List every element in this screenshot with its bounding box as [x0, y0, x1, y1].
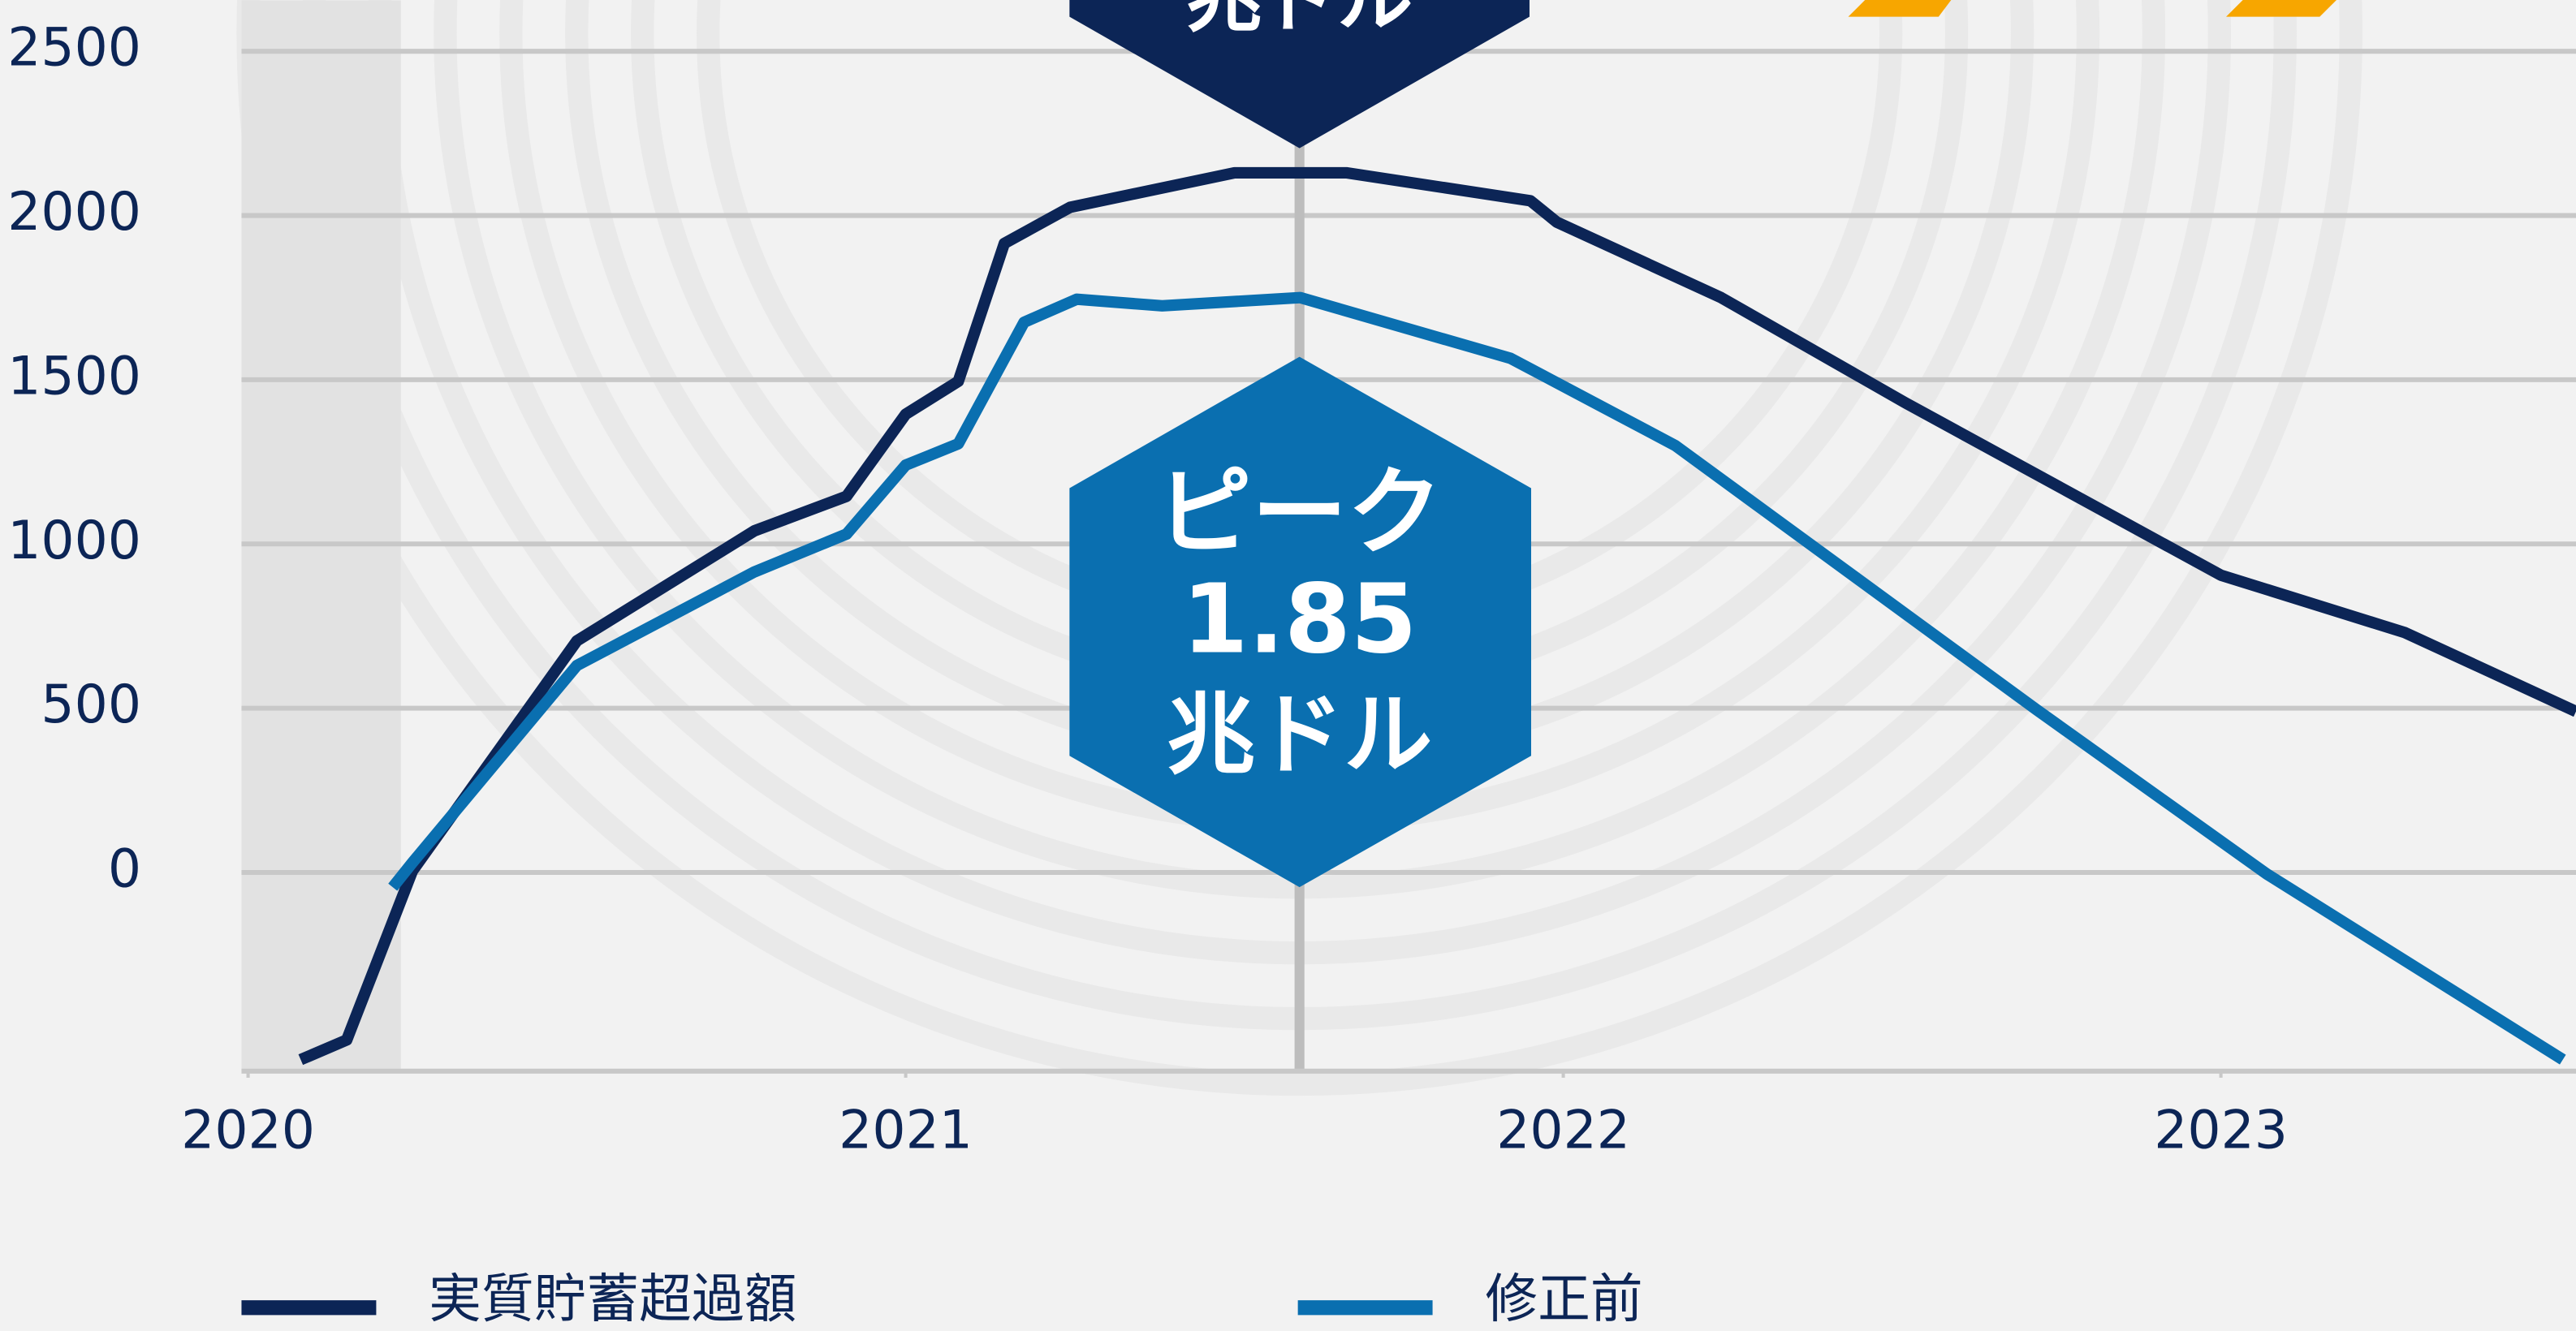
y-tick-label: 0	[108, 839, 141, 900]
y-tick-label: 2500	[7, 18, 141, 79]
annotation-text: 兆ドル	[1186, 0, 1413, 42]
chart: 兆ドル ピーク 1.85 兆ドル 実質貯蓄超過額 修正前 0 500 1000 1500…	[0, 0, 2576, 1331]
annotation-text: ピーク	[1157, 457, 1443, 568]
y-tick-label: 500	[41, 674, 141, 735]
x-tick-label: 2023	[2154, 1100, 2288, 1161]
annotation-text: 1.85	[1182, 564, 1417, 675]
x-tick-label: 2021	[839, 1100, 973, 1161]
x-tick-label: 2020	[181, 1100, 315, 1161]
y-tick-label: 1500	[7, 346, 141, 407]
annotation-text: 兆ドル	[1167, 683, 1433, 786]
legend-label: 修正前	[1485, 1269, 1642, 1330]
y-tick-label: 1000	[7, 510, 141, 571]
shaded-period	[241, 0, 400, 1070]
x-tick-label: 2022	[1496, 1100, 1630, 1161]
page: 兆ドル ピーク 1.85 兆ドル 実質貯蓄超過額 修正前 0 500 1000 1500…	[0, 0, 2576, 1331]
legend-label: 実質貯蓄超過額	[429, 1269, 796, 1330]
y-tick-label: 2000	[7, 182, 141, 243]
